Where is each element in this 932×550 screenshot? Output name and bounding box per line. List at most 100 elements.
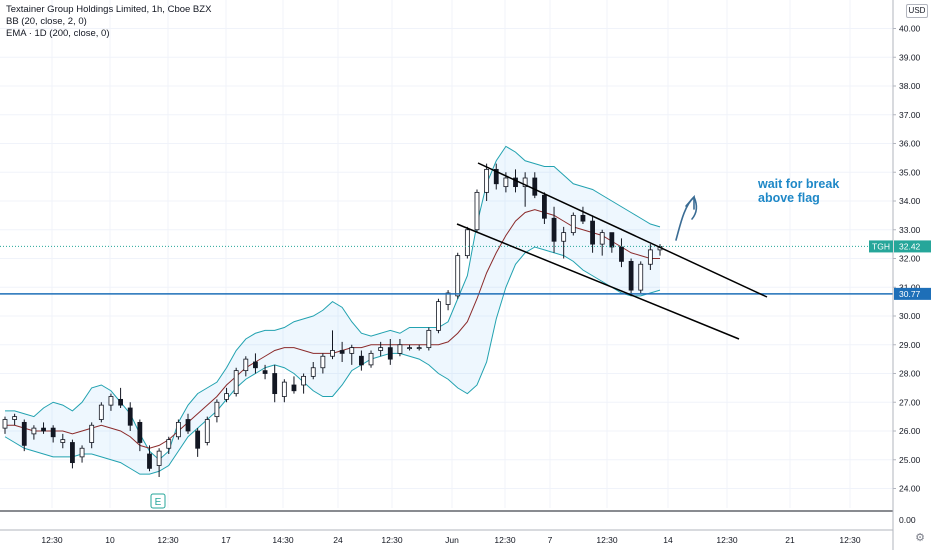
candle-body	[464, 229, 470, 257]
earnings-label: E	[155, 497, 162, 508]
last-price-label: TGH 32.42	[869, 240, 931, 253]
level-price-bg	[894, 287, 931, 300]
candle-body	[31, 427, 37, 435]
candle-body	[474, 191, 480, 231]
price-tick-label: 26.00	[899, 426, 921, 436]
time-tick-label: 12:30	[494, 535, 516, 545]
price-tick-label: 35.00	[899, 167, 921, 177]
candle-body	[590, 220, 595, 245]
candle-body	[301, 375, 307, 386]
time-tick-label: 12:30	[596, 535, 618, 545]
price-tick-label: 40.00	[899, 24, 921, 34]
candle-body	[513, 177, 518, 188]
earnings-badge	[150, 493, 166, 509]
candle-body	[320, 355, 326, 369]
time-tick-label: 17	[221, 535, 231, 545]
breakout-arrow-head	[685, 194, 695, 210]
time-tick-label: 12:30	[716, 535, 738, 545]
candle-body	[407, 347, 412, 350]
candle-body	[185, 419, 191, 432]
candle-body	[21, 421, 27, 446]
candle-body	[291, 384, 297, 392]
candle-body	[175, 421, 181, 438]
bb-fill	[5, 146, 660, 475]
candle-body	[609, 232, 615, 248]
currency-badge[interactable]: USD	[906, 4, 928, 18]
chart-legend: Textainer Group Holdings Limited, 1h, Cb…	[6, 4, 211, 40]
candle-body	[166, 439, 172, 449]
candle-body	[522, 177, 528, 188]
time-tick-label: 12:30	[157, 535, 179, 545]
price-tick-label: 34.00	[899, 196, 921, 206]
candle-body	[108, 396, 114, 406]
candle-body	[493, 168, 499, 185]
candle-body	[233, 370, 239, 395]
candle-body	[599, 232, 605, 245]
candle-body	[387, 347, 393, 360]
candle-body	[262, 370, 268, 374]
legend-ema: EMA · 1D (200, close, 0)	[6, 28, 110, 39]
bb-upper-line	[5, 145, 661, 461]
candle-body	[455, 255, 461, 297]
time-tick-label: 14	[663, 535, 673, 545]
candle-body	[118, 398, 123, 406]
price-tick-label: 24.00	[899, 484, 921, 494]
indicator-tick-label: 0.00	[899, 515, 916, 525]
candle-body	[397, 344, 403, 354]
price-tick-label: 28.00	[899, 369, 921, 379]
time-tick-label: 14:30	[272, 535, 294, 545]
candle-body	[50, 427, 56, 438]
price-tick-label: 29.00	[899, 340, 921, 350]
candle-body	[310, 367, 316, 377]
price-tick-label: 39.00	[899, 52, 921, 62]
bollinger-bands	[4, 145, 661, 475]
time-tick-label: 12:30	[381, 535, 403, 545]
time-tick-label: 12:30	[41, 535, 63, 545]
candle-body	[60, 439, 66, 443]
level-price-value: 30.77	[899, 289, 921, 299]
candle-body	[204, 419, 210, 443]
candle-body	[156, 450, 162, 466]
candle-body	[358, 355, 364, 366]
candle-body	[214, 401, 220, 418]
time-tick-label: 21	[785, 535, 795, 545]
price-tick-label: 31.00	[899, 282, 921, 292]
candle-body	[416, 347, 422, 350]
time-tick-label: 12:30	[839, 535, 861, 545]
level-price-label: 30.77	[894, 287, 931, 300]
candle-body	[12, 416, 18, 420]
price-tick-label: 25.00	[899, 455, 921, 465]
price-axis[interactable]: 40.00 39.00 38.00 37.00 36.00 35.00 34.00 33.00…	[869, 0, 931, 550]
time-tick-label: Jun	[445, 535, 459, 545]
time-axis[interactable]: 12:30 10 12:30 17 14:30 24 12:30 Jun 12:30 7 12:30…	[0, 529, 893, 545]
candle-body	[253, 361, 258, 369]
symbol-tag: TGH	[872, 241, 890, 251]
last-price-value: 32.42	[899, 241, 921, 251]
candle-body	[349, 347, 355, 354]
candle-body	[638, 263, 644, 291]
candle-body	[41, 427, 46, 432]
time-tick-label: 10	[105, 535, 115, 545]
price-tick-label: 37.00	[899, 110, 921, 120]
candle-body	[147, 453, 152, 469]
candle-body	[445, 292, 451, 305]
candle-body	[89, 424, 95, 443]
candle-body	[542, 194, 547, 219]
gear-icon[interactable]: ⚙	[915, 532, 925, 544]
grid-lines	[0, 0, 893, 508]
candle-body	[243, 358, 249, 372]
candle-body	[79, 447, 85, 458]
legend-bb: BB (20, close, 2, 0)	[6, 16, 87, 27]
candle-body	[426, 329, 432, 349]
price-tick-label: 27.00	[899, 397, 921, 407]
annotation-line-1: wait for break	[757, 177, 839, 191]
candle-body	[647, 249, 653, 265]
symbol-tag-bg	[869, 240, 893, 253]
candle-body	[532, 177, 538, 196]
candle-body	[368, 352, 374, 366]
last-price-bg	[894, 240, 931, 253]
candle-body	[619, 246, 624, 262]
candle-body	[70, 442, 75, 464]
